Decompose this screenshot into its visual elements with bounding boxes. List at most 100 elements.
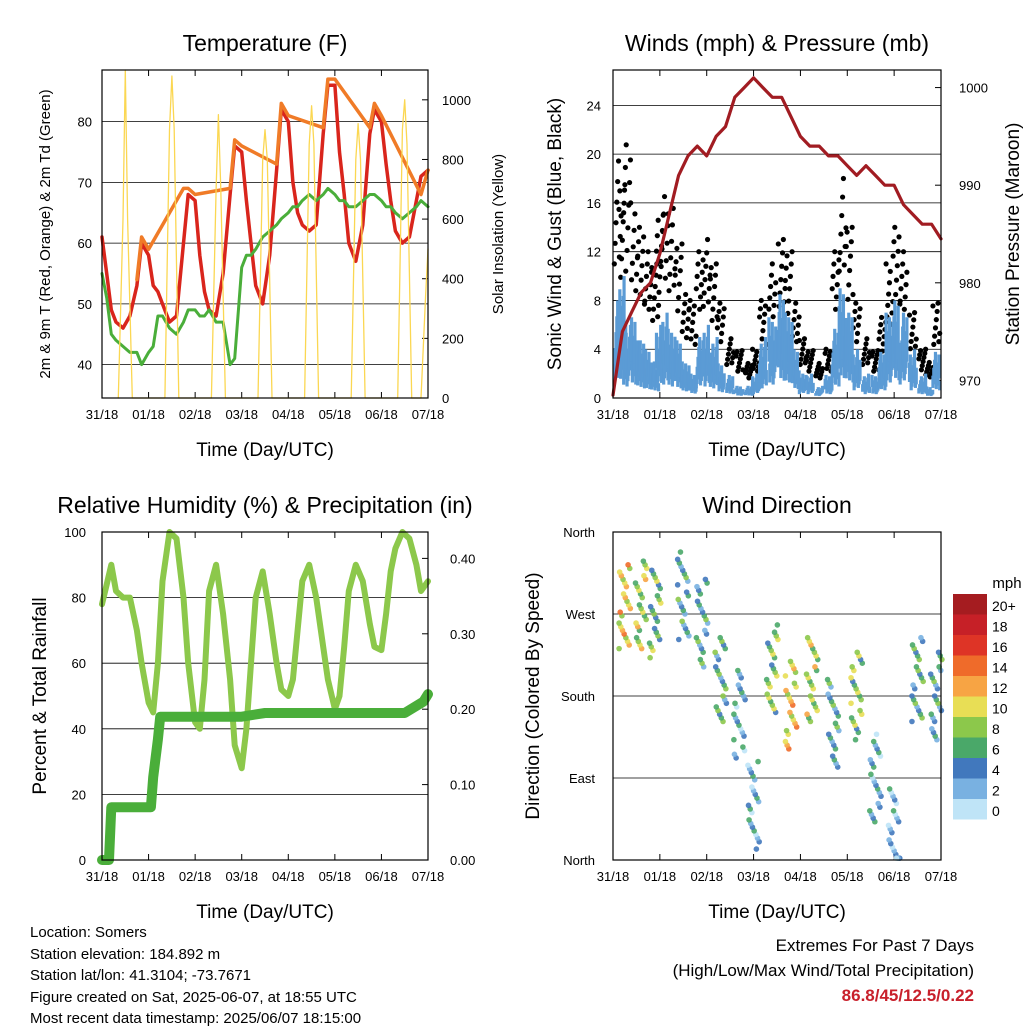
rh-line — [99, 529, 431, 772]
wind-bar — [649, 362, 654, 382]
direction-point — [694, 583, 700, 590]
gust-point — [736, 364, 742, 370]
gust-point — [617, 233, 623, 240]
gust-point — [728, 336, 734, 342]
gust-point — [885, 302, 891, 308]
colorbar-swatch — [953, 778, 987, 799]
gust-point — [619, 237, 625, 243]
gust-point — [808, 356, 815, 362]
direction-point — [616, 620, 622, 626]
wind-bar — [855, 349, 860, 377]
wind-bar — [850, 317, 854, 362]
wind-bar — [873, 376, 877, 389]
gust-point — [766, 306, 772, 312]
gust-point — [629, 260, 635, 266]
gust-point — [876, 336, 882, 342]
colorbar-swatch — [953, 758, 987, 779]
x-tick-label: 01/18 — [644, 869, 677, 884]
colorbar-swatch — [953, 594, 987, 615]
series-line — [100, 186, 430, 367]
gust-point — [898, 286, 904, 292]
gust-point — [735, 368, 741, 374]
wind-bar — [746, 385, 750, 393]
gust-point — [725, 356, 731, 362]
gust-point — [849, 224, 855, 230]
gust-point — [714, 325, 720, 331]
wind-bar — [887, 317, 892, 362]
gust-point — [674, 245, 680, 252]
wind-bar — [652, 361, 656, 382]
y-axis-label: Direction (Colored By Speed) — [523, 572, 544, 819]
wind-bar — [867, 386, 872, 393]
y-tick-label: 80 — [78, 115, 92, 130]
wind-bar — [858, 359, 862, 381]
gust-point — [932, 325, 939, 331]
direction-point — [693, 634, 700, 641]
x-tick-label: 05/18 — [319, 869, 352, 884]
gust-point — [803, 357, 810, 363]
wind-bar — [820, 385, 825, 393]
gust-point — [675, 308, 681, 314]
gust-point — [843, 243, 849, 250]
direction-point — [804, 634, 811, 641]
direction-point — [617, 609, 624, 615]
gust-point — [912, 343, 919, 349]
direction-point — [875, 800, 882, 807]
gust-point — [613, 220, 619, 226]
wind-bar — [862, 376, 866, 389]
gust-point — [727, 341, 733, 347]
gust-point — [680, 319, 686, 325]
gust-point — [753, 353, 759, 359]
direction-point — [731, 736, 737, 743]
gust-point — [710, 306, 716, 312]
gust-point — [617, 188, 623, 194]
gust-point — [623, 268, 629, 274]
precip-line — [97, 689, 433, 865]
gust-point — [762, 303, 769, 309]
gust-point — [683, 291, 689, 298]
gust-point — [624, 247, 630, 254]
gust-point — [761, 319, 767, 326]
gust-point — [635, 253, 641, 259]
y-tick-label: 60 — [78, 236, 92, 251]
direction-point — [616, 645, 622, 652]
wind-bar — [749, 386, 754, 393]
gust-point — [625, 225, 631, 231]
gust-point — [683, 335, 690, 341]
gust-point — [700, 303, 706, 309]
colorbar-swatch — [953, 696, 987, 717]
wind-bar — [770, 321, 774, 364]
gust-point — [904, 269, 910, 275]
y-axis-label: Percent & Total Rainfall — [30, 597, 51, 794]
gust-point — [657, 274, 663, 280]
direction-point — [694, 598, 701, 605]
gust-point — [757, 306, 764, 312]
gust-point — [704, 236, 711, 243]
gust-point — [678, 254, 684, 260]
colorbar-swatch — [953, 655, 987, 676]
gust-point — [720, 314, 726, 320]
direction-point — [640, 558, 647, 564]
gust-point — [900, 261, 906, 267]
direction-point — [745, 762, 751, 769]
y-right-tick-label: 970 — [959, 373, 981, 388]
gust-point — [612, 240, 618, 246]
colorbar-label: 8 — [992, 721, 1000, 737]
direction-point — [648, 567, 655, 574]
gust-point — [671, 282, 677, 288]
gust-point — [871, 364, 878, 370]
direction-point — [787, 709, 793, 716]
wind-bar — [937, 354, 941, 379]
wind-bar — [656, 383, 661, 392]
x-tick-label: 03/18 — [737, 869, 770, 884]
gust-point — [662, 275, 668, 281]
gust-point — [848, 239, 854, 245]
wind-bar — [698, 337, 702, 371]
gust-point — [801, 341, 807, 347]
direction-point — [674, 556, 681, 563]
direction-point — [746, 817, 752, 823]
wind-bar — [624, 332, 628, 369]
direction-point — [731, 751, 738, 758]
gust-point — [832, 306, 839, 312]
gust-point — [655, 314, 661, 320]
